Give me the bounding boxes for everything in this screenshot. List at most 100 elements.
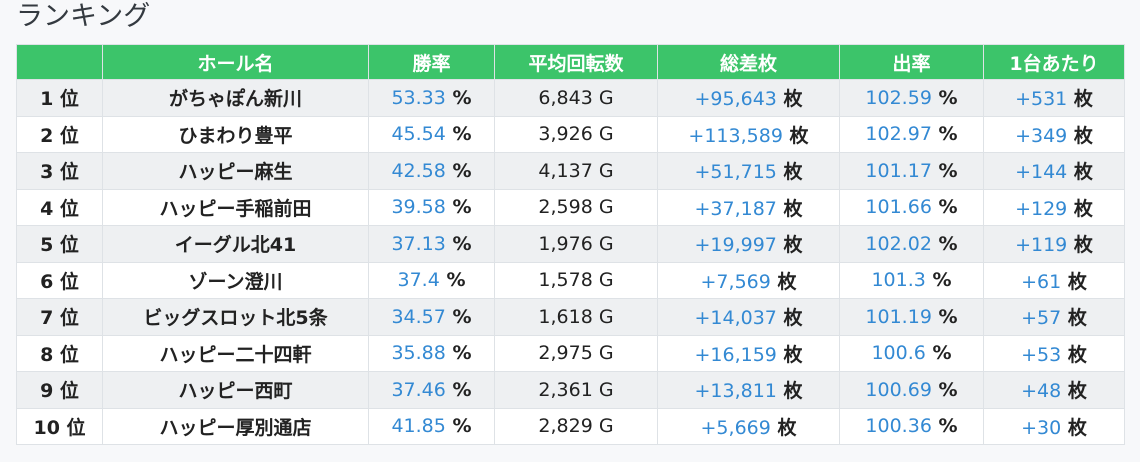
avg-spins-cell: 1,618 G: [494, 298, 658, 336]
payout-rate-unit: %: [938, 232, 958, 255]
per-machine-unit: 枚: [1067, 343, 1087, 366]
win-rate-unit: %: [452, 232, 472, 255]
payout-rate-value: 102.97: [865, 123, 932, 146]
rank-label: 1 位: [40, 88, 79, 111]
hall-name: ビッグスロット北5条: [143, 307, 328, 330]
column-header-total-diff: 総差枚: [657, 44, 840, 80]
win-rate-unit: %: [452, 159, 472, 182]
hall-name-cell: ハッピー手稲前田: [102, 188, 369, 226]
hall-name: ゾーン澄川: [188, 270, 283, 293]
win-rate-value: 37.46: [391, 378, 446, 401]
rank-cell: 1 位: [16, 79, 103, 117]
payout-rate-cell: 101.3 %: [839, 261, 984, 299]
total-diff-unit: 枚: [777, 416, 797, 439]
avg-spins-cell: 6,843 G: [494, 79, 658, 117]
total-diff-value: +19,997: [694, 234, 777, 257]
per-machine-unit: 枚: [1073, 161, 1093, 184]
payout-rate-cell: 101.17 %: [839, 152, 984, 190]
column-header-avg-spins: 平均回転数: [494, 44, 658, 80]
hall-name: イーグル北41: [174, 234, 297, 257]
table-row: 6 位ゾーン澄川 37.4 % 1,578 G +7,569 枚 101.3 % +61 …: [16, 261, 1125, 299]
rank-cell: 10 位: [16, 407, 103, 445]
table-row: 9 位ハッピー西町 37.46 % 2,361 G +13,811 枚 100.69 %…: [16, 371, 1125, 409]
avg-spins-value: 4,137 G: [538, 159, 614, 182]
table-row: 4 位ハッピー手稲前田 39.58 % 2,598 G +37,187 枚 101.66…: [16, 188, 1125, 226]
total-diff-unit: 枚: [783, 197, 803, 220]
win-rate-unit: %: [452, 305, 472, 328]
win-rate-value: 34.57: [391, 305, 446, 328]
per-machine-cell: +129 枚: [983, 188, 1125, 226]
payout-rate-unit: %: [938, 415, 958, 438]
avg-spins-cell: 1,578 G: [494, 261, 658, 299]
per-machine-unit: 枚: [1067, 416, 1087, 439]
total-diff-unit: 枚: [783, 307, 803, 330]
total-diff-value: +37,187: [694, 197, 777, 220]
total-diff-cell: +113,589 枚: [657, 115, 840, 153]
table-row: 5 位イーグル北41 37.13 % 1,976 G +19,997 枚 102.02 …: [16, 225, 1125, 263]
total-diff-unit: 枚: [789, 124, 809, 147]
payout-rate-value: 101.17: [865, 159, 932, 182]
rank-cell: 5 位: [16, 225, 103, 263]
avg-spins-value: 2,829 G: [538, 415, 614, 438]
payout-rate-cell: 102.97 %: [839, 115, 984, 153]
total-diff-cell: +37,187 枚: [657, 188, 840, 226]
per-machine-value: +57: [1021, 307, 1062, 330]
total-diff-unit: 枚: [783, 88, 803, 111]
avg-spins-cell: 3,926 G: [494, 115, 658, 153]
payout-rate-unit: %: [932, 269, 952, 292]
per-machine-unit: 枚: [1067, 307, 1087, 330]
win-rate-unit: %: [452, 86, 472, 109]
per-machine-value: +349: [1015, 124, 1068, 147]
per-machine-unit: 枚: [1073, 234, 1093, 257]
hall-name: ハッピー手稲前田: [159, 197, 312, 220]
win-rate-cell: 35.88 %: [368, 334, 495, 372]
win-rate-unit: %: [446, 269, 466, 292]
rank-cell: 3 位: [16, 152, 103, 190]
avg-spins-value: 1,976 G: [538, 232, 614, 255]
avg-spins-cell: 2,829 G: [494, 407, 658, 445]
per-machine-unit: 枚: [1067, 270, 1087, 293]
payout-rate-cell: 102.59 %: [839, 79, 984, 117]
win-rate-unit: %: [452, 342, 472, 365]
per-machine-value: +61: [1021, 270, 1062, 293]
avg-spins-value: 3,926 G: [538, 123, 614, 146]
total-diff-unit: 枚: [783, 234, 803, 257]
avg-spins-cell: 2,598 G: [494, 188, 658, 226]
table-row: 1 位がちゃぽん新川 53.33 % 6,843 G +95,643 枚 102.59 …: [16, 79, 1125, 117]
hall-name: ハッピー麻生: [178, 161, 293, 184]
per-machine-cell: +144 枚: [983, 152, 1125, 190]
per-machine-value: +53: [1021, 343, 1062, 366]
rank-label: 4 位: [40, 197, 79, 220]
hall-name: がちゃぽん新川: [168, 88, 302, 111]
rank-label: 2 位: [40, 124, 79, 147]
per-machine-value: +531: [1015, 88, 1068, 111]
avg-spins-value: 1,578 G: [538, 269, 614, 292]
table-row: 8 位ハッピー二十四軒 35.88 % 2,975 G +16,159 枚 100.6 …: [16, 334, 1125, 372]
hall-name-cell: がちゃぽん新川: [102, 79, 369, 117]
rank-cell: 4 位: [16, 188, 103, 226]
per-machine-unit: 枚: [1073, 124, 1093, 147]
table-header-row: ホール名 勝率 平均回転数 総差枚 出率 1台あたり: [16, 44, 1125, 80]
hall-name: ハッピー厚別通店: [159, 416, 312, 439]
per-machine-cell: +57 枚: [983, 298, 1125, 336]
rank-label: 5 位: [40, 234, 79, 257]
total-diff-unit: 枚: [783, 161, 803, 184]
total-diff-value: +13,811: [694, 380, 777, 403]
total-diff-value: +5,669: [700, 416, 771, 439]
avg-spins-cell: 1,976 G: [494, 225, 658, 263]
payout-rate-cell: 100.6 %: [839, 334, 984, 372]
payout-rate-cell: 100.69 %: [839, 371, 984, 409]
total-diff-value: +14,037: [694, 307, 777, 330]
per-machine-unit: 枚: [1067, 380, 1087, 403]
total-diff-cell: +19,997 枚: [657, 225, 840, 263]
total-diff-value: +16,159: [694, 343, 777, 366]
win-rate-cell: 39.58 %: [368, 188, 495, 226]
payout-rate-unit: %: [938, 159, 958, 182]
column-header-rank: [16, 44, 103, 80]
rank-label: 7 位: [40, 307, 79, 330]
payout-rate-value: 100.36: [865, 415, 932, 438]
per-machine-cell: +349 枚: [983, 115, 1125, 153]
win-rate-unit: %: [452, 378, 472, 401]
table-row: 3 位ハッピー麻生 42.58 % 4,137 G +51,715 枚 101.17 %…: [16, 152, 1125, 190]
hall-name-cell: ハッピー二十四軒: [102, 334, 369, 372]
